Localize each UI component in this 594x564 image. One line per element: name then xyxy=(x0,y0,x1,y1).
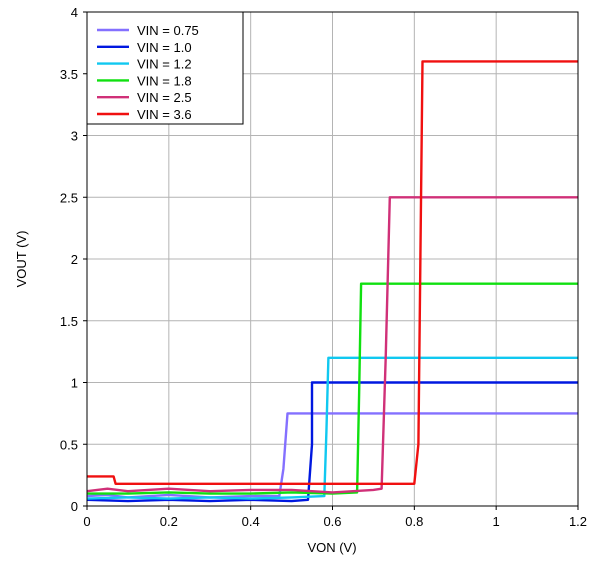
x-axis-label: VON (V) xyxy=(307,540,356,555)
series-line-3 xyxy=(86,356,578,500)
y-tick-label: 2 xyxy=(71,252,78,267)
series-layer xyxy=(86,60,578,503)
x-tick-label: 0.8 xyxy=(405,514,423,529)
series-line-2 xyxy=(86,381,578,503)
series-line-1 xyxy=(86,412,578,499)
y-axis-label: VOUT (V) xyxy=(14,231,29,288)
x-axis-ticks: 0 0.2 0.4 0.6 0.8 1 1.2 xyxy=(83,506,587,529)
y-tick-label: 2.5 xyxy=(60,190,78,205)
legend-label: VIN = 2.5 xyxy=(137,90,192,105)
series-line-5 xyxy=(86,196,578,494)
legend-label: VIN = 1.0 xyxy=(137,40,192,55)
legend-label: VIN = 1.2 xyxy=(137,57,192,72)
x-tick-label: 0.2 xyxy=(160,514,178,529)
legend-label: VIN = 1.8 xyxy=(137,73,192,88)
y-tick-label: 3.5 xyxy=(60,67,78,82)
y-axis-ticks: 0 0.5 1 1.5 2 2.5 3 3.5 4 xyxy=(60,5,87,514)
y-tick-label: 3 xyxy=(71,129,78,144)
y-tick-label: 1.5 xyxy=(60,314,78,329)
legend-label: VIN = 0.75 xyxy=(137,23,199,38)
x-tick-label: 0.6 xyxy=(323,514,341,529)
series-line-6 xyxy=(87,60,578,485)
x-tick-label: 1.2 xyxy=(569,514,587,529)
y-tick-label: 1 xyxy=(71,376,78,391)
series-line-4 xyxy=(87,282,578,495)
y-tick-label: 0 xyxy=(71,499,78,514)
x-tick-label: 0 xyxy=(83,514,90,529)
y-tick-label: 4 xyxy=(71,5,78,20)
x-tick-label: 0.4 xyxy=(242,514,260,529)
y-tick-label: 0.5 xyxy=(60,437,78,452)
legend-label: VIN = 3.6 xyxy=(137,107,192,122)
x-tick-label: 1 xyxy=(493,514,500,529)
